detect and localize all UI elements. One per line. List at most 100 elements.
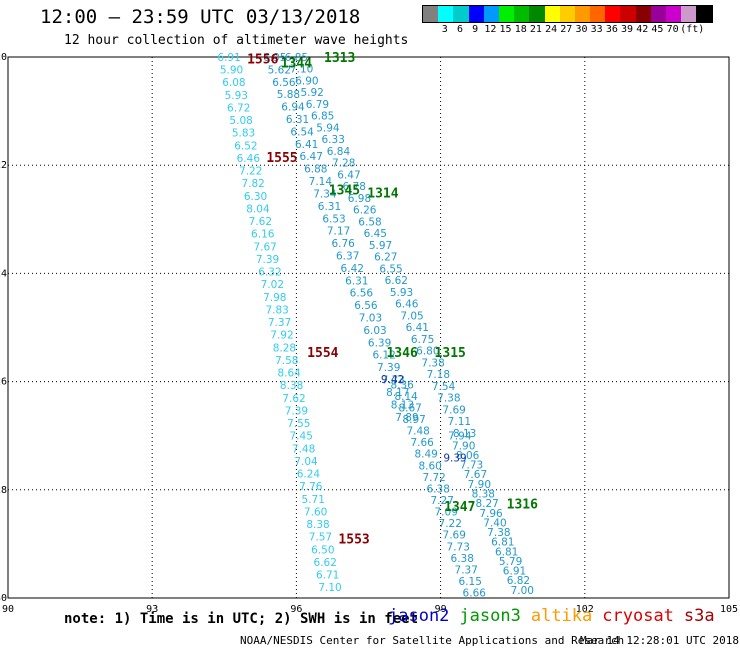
wave-height-value: 6.91 <box>217 52 240 64</box>
wave-height-value: 8.13 <box>453 428 476 440</box>
wave-height-value: 6.24 <box>297 469 321 481</box>
pass-number-label: 1344 <box>281 56 312 71</box>
wave-height-value: 7.22 <box>239 166 262 178</box>
wave-height-value: 5.90 <box>220 65 243 77</box>
legend-label: 27 <box>560 24 573 35</box>
legend-label: (ft) <box>680 24 705 35</box>
wave-height-value: 8.49 <box>414 449 437 461</box>
wave-height-value: 6.76 <box>331 238 355 250</box>
chart-subtitle: 12 hour collection of altimeter wave hei… <box>64 33 409 48</box>
wave-height-value: 6.56 <box>354 300 378 312</box>
wave-height-value: 5.88 <box>277 89 300 101</box>
legend-swatch <box>529 6 545 22</box>
legend-label: 24 <box>545 24 558 35</box>
wave-height-value: 6.38 <box>427 483 450 495</box>
wave-height-value: 6.03 <box>363 325 386 337</box>
x-tick-label: 90 <box>2 604 14 615</box>
wave-height-value: 6.71 <box>316 570 339 582</box>
wave-height-value: 7.90 <box>468 479 491 491</box>
wave-height-value: 6.72 <box>227 102 250 114</box>
wave-height-value: 6.88 <box>304 164 327 176</box>
legend-label: 36 <box>605 24 618 35</box>
wave-height-value: 5.93 <box>225 90 248 102</box>
wave-height-value: 6.85 <box>285 52 308 64</box>
wave-height-value: 7.92 <box>270 330 293 342</box>
legend-label: 18 <box>514 24 527 35</box>
wave-height-value: 9.39 <box>443 452 466 464</box>
wave-height-value: 6.56 <box>272 77 296 89</box>
wave-height-value: 6.75 <box>411 334 434 346</box>
wave-height-value: 8.06 <box>456 450 480 462</box>
wave-height-value: 7.67 <box>253 241 276 253</box>
wave-height-value: 6.31 <box>286 114 309 126</box>
x-tick-label: 99 <box>435 604 447 615</box>
wave-height-value: 6.82 <box>507 575 530 587</box>
wave-height-value: 7.48 <box>292 443 315 455</box>
wave-height-value: 6.66 <box>463 588 487 600</box>
legend-label: 3 <box>441 24 448 35</box>
legend-label: 15 <box>499 24 512 35</box>
wave-height-value: 8.27 <box>475 498 498 510</box>
legend-swatch <box>498 6 515 22</box>
wave-height-value: 7.40 <box>483 517 506 529</box>
wave-height-value: 8.13 <box>391 399 414 411</box>
wave-height-value: 7.55 <box>287 418 310 430</box>
wave-height-value: 6.62 <box>385 275 408 287</box>
wave-height-value: 7.45 <box>290 431 313 443</box>
satellite-legend: jason2 jason3 altika cryosat s3a <box>388 606 725 626</box>
wave-height-value: 7.76 <box>299 481 323 493</box>
pass-number-label: 1345 <box>329 184 360 199</box>
wave-height-value: 6.56 <box>350 288 374 300</box>
pass-number-label: 1314 <box>367 186 398 201</box>
wave-height-value: 8.97 <box>402 414 425 426</box>
wave-height-value: 6.37 <box>336 250 359 262</box>
wave-height-value: 6.80 <box>416 346 439 358</box>
wave-height-value: 6.81 <box>495 546 518 558</box>
wave-height-value: 7.69 <box>442 404 465 416</box>
wave-height-value: 6.47 <box>300 151 323 163</box>
legend-swatch <box>483 6 499 22</box>
wave-height-value: 7.54 <box>432 381 456 393</box>
legend-label: 39 <box>621 24 634 35</box>
legend-label: 21 <box>529 24 542 35</box>
wave-height-value: 6.16 <box>251 229 275 241</box>
wave-height-value: 8.04 <box>246 203 270 215</box>
wave-height-value: 6.12 <box>372 350 395 362</box>
wave-height-value: 6.31 <box>318 201 341 213</box>
wave-height-value: 6.54 <box>290 126 314 138</box>
wave-height-value: 7.14 <box>309 176 333 188</box>
legend-label: 42 <box>636 24 649 35</box>
wave-height-value: 7.34 <box>313 188 337 200</box>
legend-swatch <box>544 6 560 22</box>
wave-height-value: 7.18 <box>427 369 450 381</box>
pass-number-label: 1555 <box>266 151 297 166</box>
wave-height-value: 7.00 <box>511 585 534 597</box>
wave-height-value: 7.60 <box>304 506 327 518</box>
wave-height-value: 6.94 <box>281 102 305 114</box>
satellite-legend-s3a: s3a <box>683 606 715 626</box>
y-tick-label: -24 <box>0 268 7 279</box>
wave-height-value: 7.39 <box>285 405 308 417</box>
legend-swatch <box>620 6 636 22</box>
legend-swatch <box>590 6 606 22</box>
wave-height-value: 7.38 <box>437 393 460 405</box>
generation-timestamp: Mar 14 12:28:01 UTC 2018 <box>580 634 739 647</box>
wave-height-value: 7.22 <box>439 518 462 530</box>
color-legend-swatches <box>422 5 713 23</box>
wave-height-value: 7.98 <box>263 292 286 304</box>
legend-swatch <box>605 6 621 22</box>
wave-height-value: 6.27 <box>374 252 397 264</box>
wave-height-value: 6.81 <box>491 537 514 549</box>
wave-height-value: 7.69 <box>443 530 466 542</box>
wave-height-value: 6.46 <box>395 299 419 311</box>
wave-height-value: 7.39 <box>377 362 400 374</box>
wave-height-value: 7.82 <box>241 178 264 190</box>
wave-height-value: 8.38 <box>306 519 329 531</box>
wave-height-value: 7.04 <box>294 456 318 468</box>
wave-height-value: 8.14 <box>394 391 418 403</box>
pass-number-label: 1347 <box>444 500 475 515</box>
wave-height-value: 7.58 <box>275 355 298 367</box>
wave-height-value: 7.72 <box>422 472 445 484</box>
wave-height-value: 6.84 <box>327 146 351 158</box>
wave-height-value: 5.97 <box>369 240 392 252</box>
